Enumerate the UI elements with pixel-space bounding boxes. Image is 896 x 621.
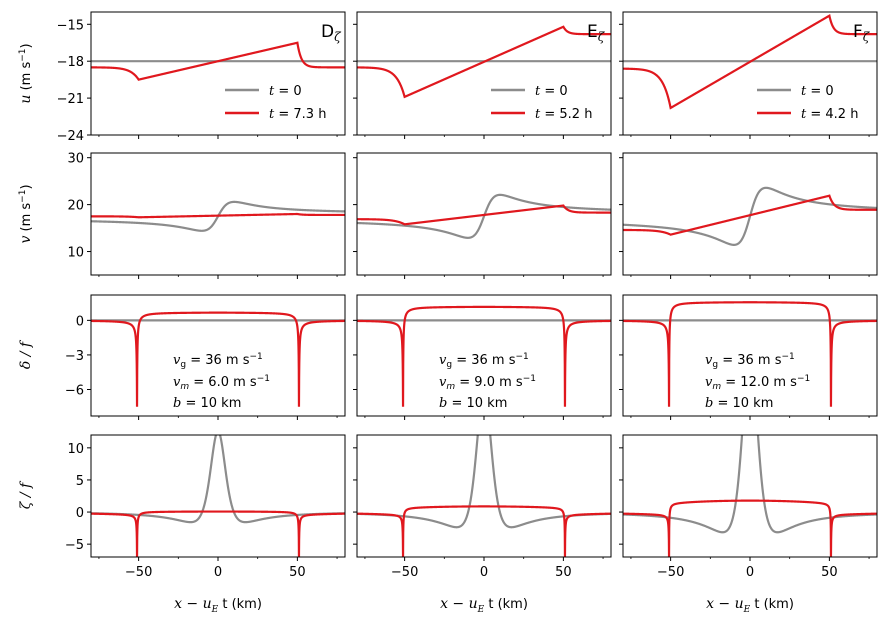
x-tick-label: −50: [391, 565, 418, 580]
panel-label: Fζ: [853, 22, 871, 44]
evolved-line: [623, 194, 877, 236]
y-axis-label-zeta: ζ / f: [18, 480, 34, 509]
y-tick-label: 10: [67, 442, 84, 457]
panel-u-e: [353, 11, 612, 139]
legend-label-initial: t = 0: [801, 84, 834, 99]
x-tick-label: −50: [125, 565, 152, 580]
panel-v-d: 10 20 30: [67, 152, 346, 279]
panel-delta-e: [353, 294, 612, 420]
y-tick-label: −18: [57, 55, 84, 70]
y-tick-label: 0: [76, 314, 84, 329]
x-axis-label: x − uE t (km): [440, 596, 528, 615]
panel-u-f: [619, 11, 878, 139]
panel-delta-f: [619, 294, 878, 420]
evolved-line: [357, 505, 611, 557]
evolved-line: [91, 41, 345, 81]
evolved-line: [623, 301, 877, 407]
panel-label: Eζ: [587, 22, 606, 44]
initial-line: [357, 193, 611, 239]
y-tick-label: −15: [57, 18, 84, 33]
evolved-line: [91, 212, 345, 219]
panel-zeta-e: −50 0 50: [353, 434, 612, 580]
annotation-vm: vm = 9.0 m s−1: [439, 374, 536, 392]
annotation-b: b = 10 km: [173, 396, 241, 411]
annotation-vg: vg = 36 m s−1: [173, 352, 263, 370]
axes-frame: [356, 434, 612, 558]
y-tick-label: −3: [65, 349, 84, 364]
panel-v-f: [619, 152, 878, 279]
evolved-line: [623, 499, 877, 557]
y-tick-label: −6: [65, 383, 84, 398]
annotation-vm: vm = 6.0 m s−1: [173, 374, 270, 392]
x-tick-label: 0: [214, 565, 222, 580]
x-tick-label: −50: [657, 565, 684, 580]
initial-line: [623, 186, 877, 246]
x-axis-label: x − uE t (km): [706, 596, 794, 615]
legend-label-evolved: t = 4.2 h: [801, 107, 858, 122]
axes-frame: [622, 434, 878, 558]
y-tick-label: −21: [57, 92, 84, 107]
annotation-vg: vg = 36 m s−1: [705, 352, 795, 370]
y-tick-label: 20: [67, 199, 84, 214]
initial-line: [357, 435, 611, 529]
y-axis-label-text: δ / f: [18, 339, 34, 369]
y-tick-label: 30: [67, 152, 84, 167]
x-tick-label: 50: [555, 565, 572, 580]
y-axis-label-u: u (m s−1): [18, 43, 34, 103]
x-tick-label: 0: [480, 565, 488, 580]
panel-delta-d: −6 −3 0: [65, 294, 346, 420]
evolved-line: [623, 13, 877, 110]
y-tick-label: 10: [67, 246, 84, 261]
panel-u-d: −24 −21 −18 −15: [57, 11, 346, 144]
y-axis-label-text: u (m s−1): [18, 43, 34, 103]
panel-label: Dζ: [321, 22, 342, 44]
y-tick-label: −24: [57, 129, 84, 144]
legend-label-initial: t = 0: [535, 84, 568, 99]
annotation-vg: vg = 36 m s−1: [439, 352, 529, 370]
annotation-b: b = 10 km: [705, 396, 773, 411]
annotation-b: b = 10 km: [439, 396, 507, 411]
legend-label-initial: t = 0: [269, 84, 302, 99]
evolved-line: [91, 510, 345, 557]
initial-line: [623, 435, 877, 534]
y-axis-label-text: ζ / f: [18, 480, 34, 509]
x-tick-label: 0: [746, 565, 754, 580]
evolved-line: [91, 311, 345, 407]
evolved-line: [357, 305, 611, 407]
y-axis-label-text: v (m s−1): [18, 184, 34, 243]
y-tick-label: 0: [76, 506, 84, 521]
panel-zeta-f: −50 0 50: [619, 434, 878, 580]
x-axis-label: x − uE t (km): [174, 596, 262, 615]
y-axis-label-delta: δ / f: [18, 339, 34, 369]
annotation-vm: vm = 12.0 m s−1: [705, 374, 810, 392]
y-tick-label: 5: [76, 474, 84, 489]
initial-line: [91, 435, 345, 524]
y-axis-label-v: v (m s−1): [18, 184, 34, 243]
evolved-line: [357, 204, 611, 226]
legend-label-evolved: t = 7.3 h: [269, 107, 326, 122]
panel-v-e: [353, 152, 612, 279]
evolved-line: [357, 25, 611, 99]
y-tick-label: −5: [65, 538, 84, 553]
x-tick-label: 50: [289, 565, 306, 580]
legend-label-evolved: t = 5.2 h: [535, 107, 592, 122]
axes-frame: [90, 434, 346, 558]
x-tick-label: 50: [821, 565, 838, 580]
